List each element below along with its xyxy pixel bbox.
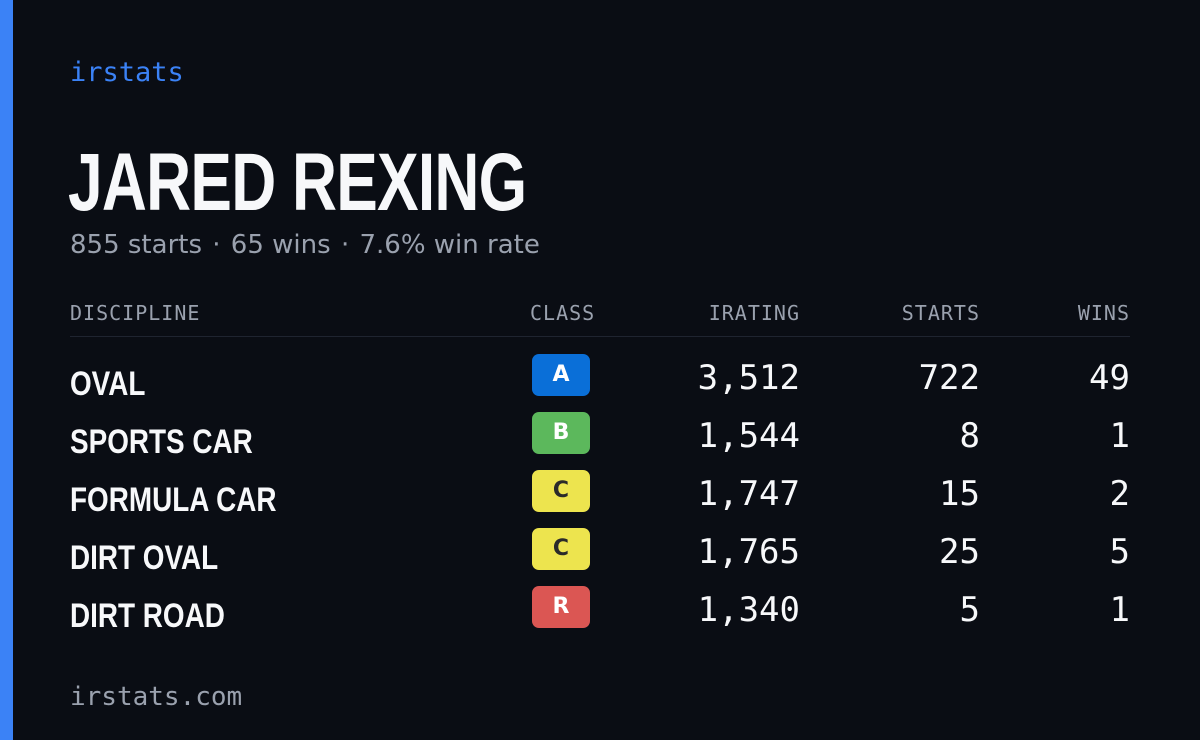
summary-separator: · <box>212 230 221 260</box>
discipline-name: DIRT ROAD <box>70 597 225 635</box>
brand-logo-text: irstats <box>70 57 184 88</box>
discipline-name: FORMULA CAR <box>70 481 277 519</box>
summary-separator: · <box>340 230 350 260</box>
wins-value: 1 <box>1109 416 1130 456</box>
header-starts: STARTS <box>901 301 980 325</box>
starts-value: 25 <box>939 532 980 572</box>
irating-value: 1,544 <box>697 416 800 456</box>
discipline-name: OVAL <box>70 365 146 403</box>
class-badge: C <box>532 528 590 570</box>
starts-value: 722 <box>918 358 980 398</box>
summary-starts: 855 starts <box>70 230 202 260</box>
irating-value: 3,512 <box>697 358 800 398</box>
summary-win-rate: 7.6% win rate <box>359 230 540 260</box>
discipline-table: OVAL A 3,512 722 49 SPORTS CAR B 1,544 8… <box>70 350 1130 640</box>
footer-url: irstats.com <box>70 682 243 712</box>
header-wins: WINS <box>1077 301 1130 325</box>
discipline-name: SPORTS CAR <box>70 423 253 461</box>
driver-summary: 855 starts · 65 wins · 7.6% win rate <box>70 228 540 262</box>
header-discipline: DISCIPLINE <box>70 301 201 325</box>
summary-wins: 65 wins <box>230 230 331 260</box>
irating-value: 1,747 <box>697 474 800 514</box>
starts-value: 8 <box>959 416 980 456</box>
accent-bar <box>0 0 13 740</box>
header-divider <box>70 336 1130 337</box>
header-class: CLASS <box>530 301 596 325</box>
starts-value: 15 <box>939 474 980 514</box>
table-row: FORMULA CAR C 1,747 15 2 <box>70 466 1130 524</box>
driver-name: JARED REXING <box>68 137 527 228</box>
class-badge: R <box>532 586 590 628</box>
wins-value: 49 <box>1089 358 1130 398</box>
table-header: DISCIPLINE CLASS IRATING STARTS WINS <box>70 298 1130 328</box>
wins-value: 2 <box>1109 474 1130 514</box>
irating-value: 1,765 <box>697 532 800 572</box>
class-badge: C <box>532 470 590 512</box>
table-row: DIRT OVAL C 1,765 25 5 <box>70 524 1130 582</box>
header-irating: IRATING <box>708 301 800 325</box>
discipline-name: DIRT OVAL <box>70 539 219 577</box>
wins-value: 1 <box>1109 590 1130 630</box>
table-row: OVAL A 3,512 722 49 <box>70 350 1130 408</box>
class-badge: A <box>532 354 590 396</box>
class-badge: B <box>532 412 590 454</box>
table-row: SPORTS CAR B 1,544 8 1 <box>70 408 1130 466</box>
starts-value: 5 <box>959 590 980 630</box>
wins-value: 5 <box>1109 532 1130 572</box>
table-row: DIRT ROAD R 1,340 5 1 <box>70 582 1130 640</box>
irating-value: 1,340 <box>697 590 800 630</box>
